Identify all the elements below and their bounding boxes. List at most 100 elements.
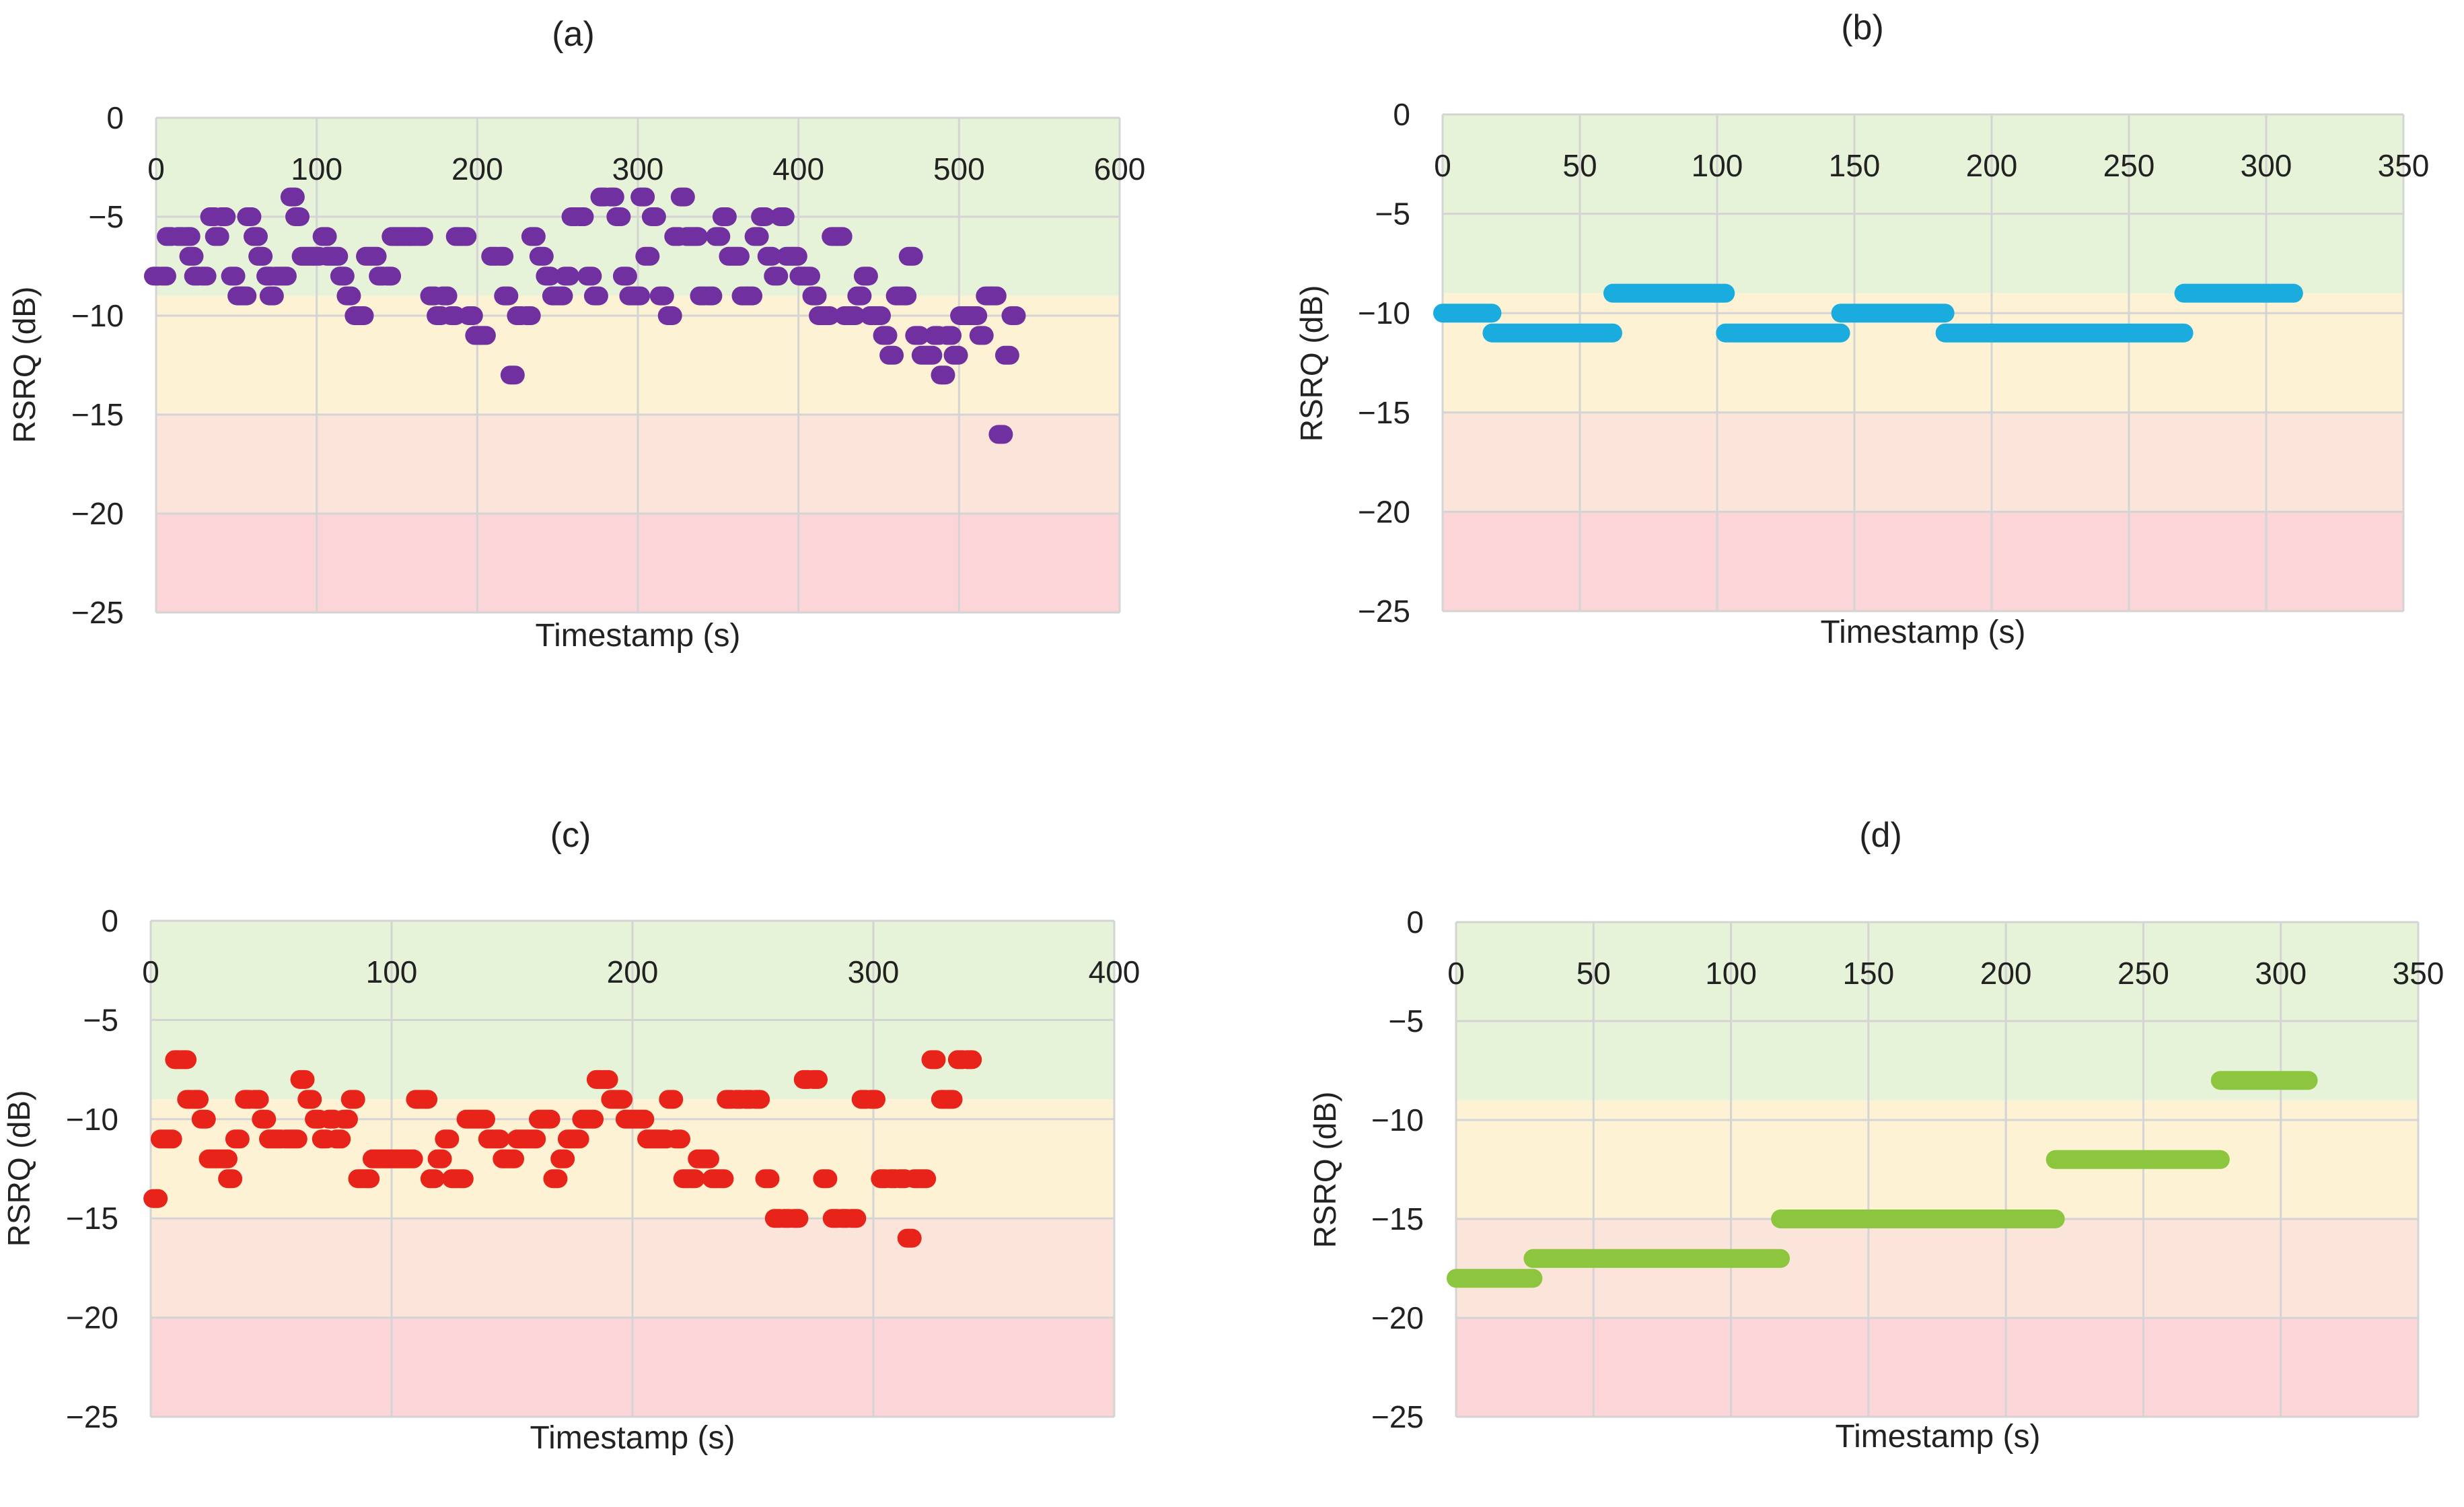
data-point — [500, 365, 525, 385]
data-point — [221, 267, 246, 286]
data-point — [205, 227, 229, 246]
x-tick-label: 100 — [366, 954, 418, 989]
data-point — [802, 286, 827, 306]
y-tick-label: −5 — [89, 199, 124, 234]
data-point — [840, 306, 865, 325]
data-point — [795, 267, 820, 286]
data-point — [280, 187, 305, 207]
data-point — [297, 1090, 322, 1109]
x-tick-label: 350 — [2393, 956, 2444, 991]
data-point — [143, 1189, 168, 1208]
data-point — [828, 227, 853, 246]
chart-title: (c) — [550, 816, 591, 855]
data-point — [452, 227, 477, 246]
data-point — [612, 267, 637, 286]
y-tick-label: −10 — [66, 1102, 118, 1137]
data-point — [285, 207, 310, 226]
x-tick-label: 150 — [1842, 956, 1894, 991]
data-point — [336, 286, 361, 306]
data-point — [600, 187, 624, 207]
data-point — [441, 306, 466, 325]
y-axis-label: RSRQ (dB) — [7, 287, 42, 444]
chart-panel-a: 0 100 200 300 400 500 600 0 −5 −10 −15 −20 −25 (a) Tim… — [7, 15, 1145, 654]
data-point — [184, 1090, 209, 1109]
band-good — [1443, 114, 2403, 293]
data-point — [593, 1070, 618, 1089]
data-point — [583, 286, 608, 306]
data-point — [751, 207, 776, 226]
x-tick-label: 250 — [2117, 956, 2169, 991]
data-point — [550, 1149, 575, 1168]
data-point — [608, 1090, 633, 1109]
band-poor — [1443, 412, 2403, 512]
data-point — [784, 1209, 809, 1228]
chart-title: (b) — [1841, 8, 1884, 47]
data-point — [630, 1109, 655, 1129]
data-point — [232, 286, 257, 306]
data-point — [630, 187, 655, 207]
data-point — [191, 1109, 216, 1129]
data-point — [355, 1169, 380, 1189]
x-axis-label: Timestamp (s) — [530, 1420, 735, 1456]
data-point — [213, 1149, 238, 1168]
data-point — [529, 246, 554, 266]
data-point — [873, 326, 898, 345]
data-point — [670, 187, 695, 207]
data-point — [489, 246, 514, 266]
x-tick-label: 0 — [142, 954, 159, 989]
data-point — [680, 1169, 705, 1189]
x-axis-label: Timestamp (s) — [536, 618, 741, 654]
data-point — [982, 286, 1007, 306]
data-point — [536, 267, 560, 286]
data-point — [252, 1109, 277, 1129]
data-point — [746, 1090, 770, 1109]
data-point — [912, 1169, 937, 1189]
data-point — [569, 207, 594, 226]
data-point — [324, 246, 349, 266]
data-point — [963, 306, 988, 325]
y-tick-label: −20 — [1371, 1300, 1424, 1335]
y-tick-label: −25 — [1358, 594, 1410, 629]
y-tick-label: 0 — [101, 903, 118, 938]
data-point — [666, 1129, 691, 1149]
y-tick-label: −25 — [1371, 1399, 1424, 1434]
data-point — [659, 1090, 684, 1109]
x-tick-label: 300 — [848, 954, 900, 989]
data-point — [921, 1050, 946, 1070]
data-point — [957, 1050, 982, 1070]
y-tick-label: −25 — [66, 1399, 118, 1434]
y-tick-label: −20 — [71, 496, 124, 531]
data-point — [494, 286, 519, 306]
y-tick-label: −20 — [1358, 494, 1410, 529]
data-point — [709, 1169, 734, 1189]
data-point — [606, 207, 631, 226]
data-point — [853, 267, 878, 286]
data-point — [698, 286, 723, 306]
band-bad — [1456, 1318, 2418, 1417]
data-point — [420, 1169, 445, 1189]
x-tick-label: 300 — [2241, 148, 2292, 183]
data-point — [918, 345, 943, 365]
data-point — [225, 1129, 250, 1149]
data-point — [770, 207, 795, 226]
data-point — [333, 1109, 358, 1129]
data-point — [879, 345, 904, 365]
data-point — [408, 227, 433, 246]
y-tick-label: −5 — [1375, 197, 1410, 232]
data-point — [694, 1149, 719, 1168]
chart-title: (d) — [1859, 816, 1902, 855]
data-point — [842, 1209, 867, 1228]
x-tick-label: 100 — [1692, 148, 1743, 183]
y-tick-label: 0 — [1393, 97, 1410, 132]
x-tick-label: 250 — [2103, 148, 2155, 183]
data-point — [755, 1169, 780, 1189]
y-tick-label: −10 — [1358, 295, 1410, 330]
data-point — [413, 1090, 438, 1109]
y-tick-label: −10 — [1371, 1102, 1424, 1137]
x-tick-label: 400 — [772, 151, 824, 186]
data-point — [248, 246, 273, 266]
data-point — [905, 326, 930, 345]
data-point — [244, 1090, 269, 1109]
data-point — [943, 345, 968, 365]
data-point — [577, 267, 602, 286]
